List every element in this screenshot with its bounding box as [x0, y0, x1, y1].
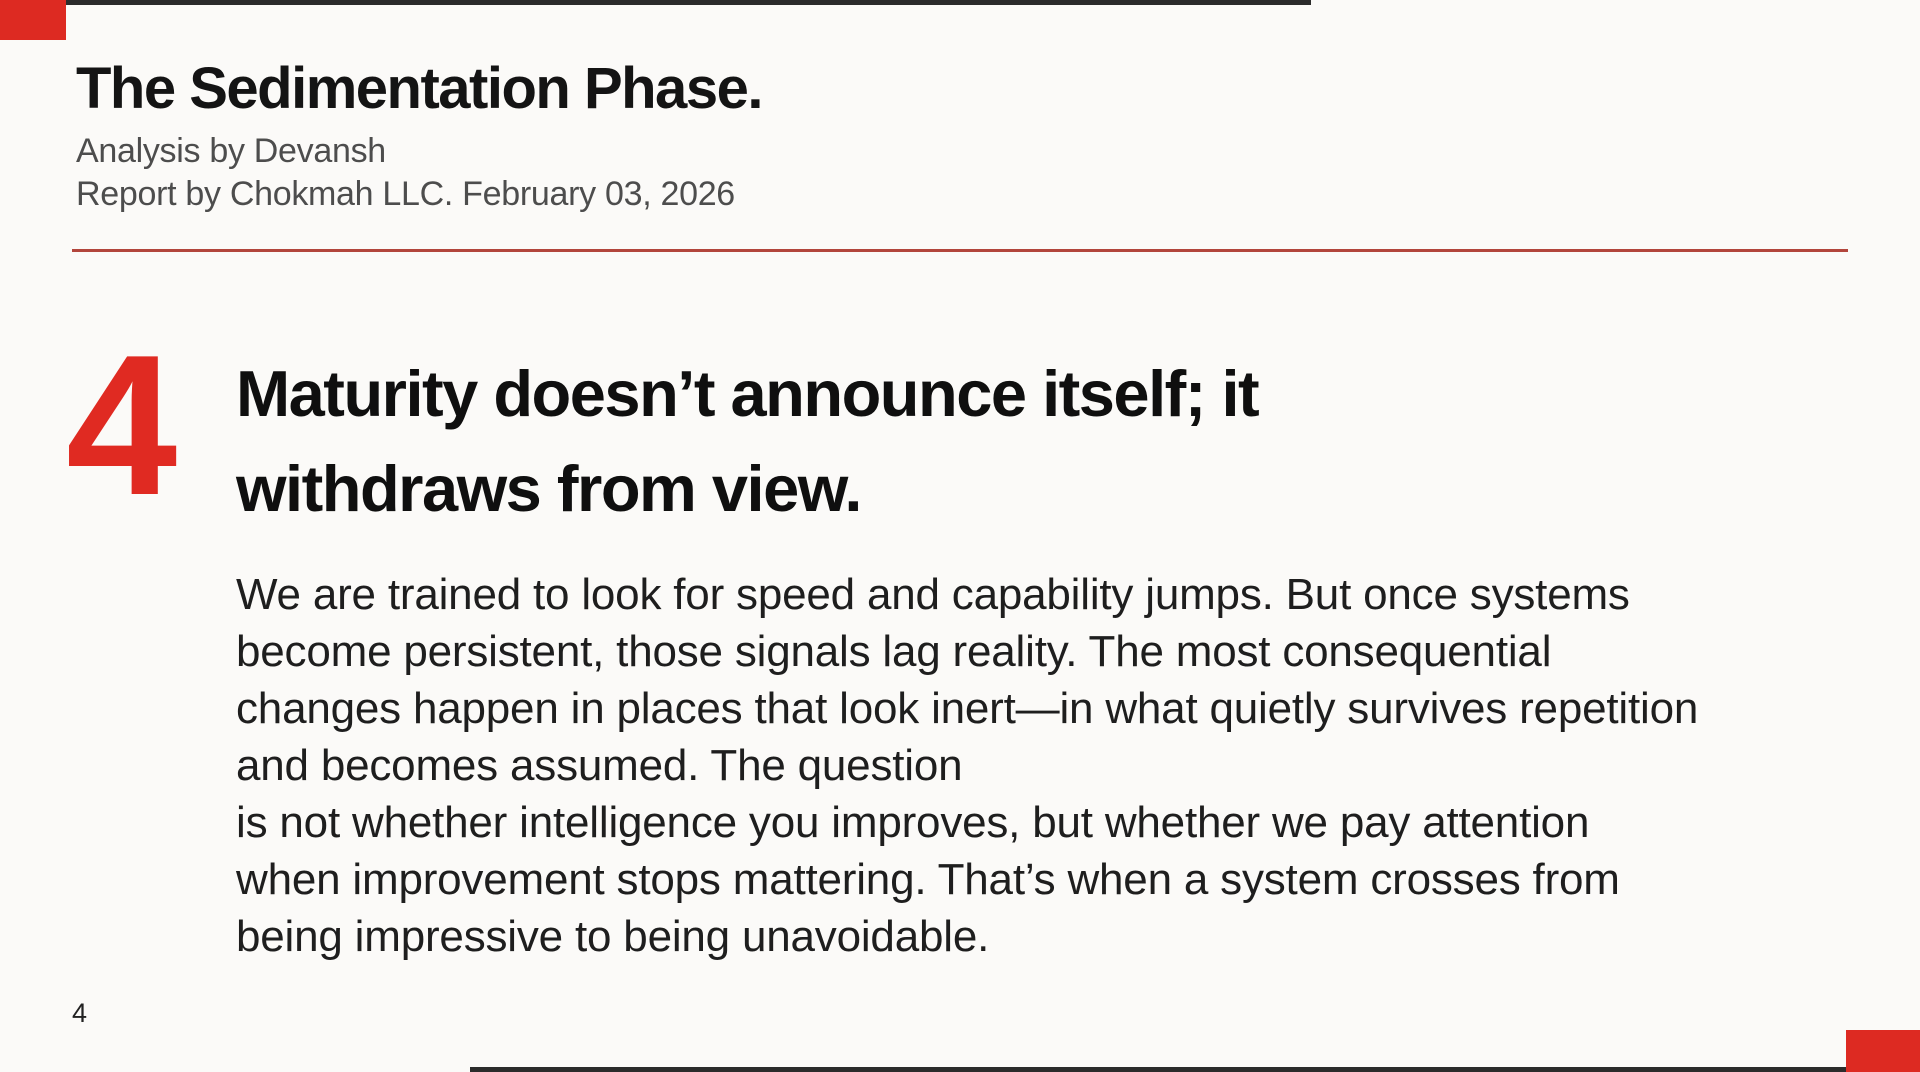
top-edge-line [66, 0, 1311, 5]
section-heading: Maturity doesn’t announce itself; it wit… [236, 346, 1796, 536]
section-number: 4 [66, 314, 177, 537]
page-title: The Sedimentation Phase. [76, 56, 763, 121]
corner-accent-bottom-right [1846, 1030, 1920, 1072]
body-paragraph: We are trained to look for speed and cap… [236, 566, 1856, 965]
body-line-6: when improvement stops mattering. That’s… [236, 855, 1620, 904]
header: The Sedimentation Phase. Analysis by Dev… [76, 58, 1576, 216]
body-line-4: and becomes assumed. The question [236, 741, 963, 790]
section-heading-line-1: Maturity doesn’t announce itself; it [236, 357, 1260, 430]
body-line-3: changes happen in places that look inert… [236, 684, 1699, 733]
body-line-2: become persistent, those signals lag rea… [236, 627, 1552, 676]
bottom-edge-line [470, 1067, 1846, 1072]
report-line: Report by Chokmah LLC. February 03, 2026 [76, 175, 735, 213]
header-divider-rule [72, 249, 1848, 252]
byline: Analysis by Devansh [76, 132, 386, 170]
body-line-7: being impressive to being unavoidable. [236, 912, 990, 961]
section-heading-line-2: withdraws from view. [236, 452, 862, 525]
page-number: 4 [72, 998, 88, 1028]
body-line-5: is not whether intelligence you improves… [236, 798, 1590, 847]
body-line-1: We are trained to look for speed and cap… [236, 570, 1630, 619]
corner-accent-top-left [0, 0, 66, 40]
